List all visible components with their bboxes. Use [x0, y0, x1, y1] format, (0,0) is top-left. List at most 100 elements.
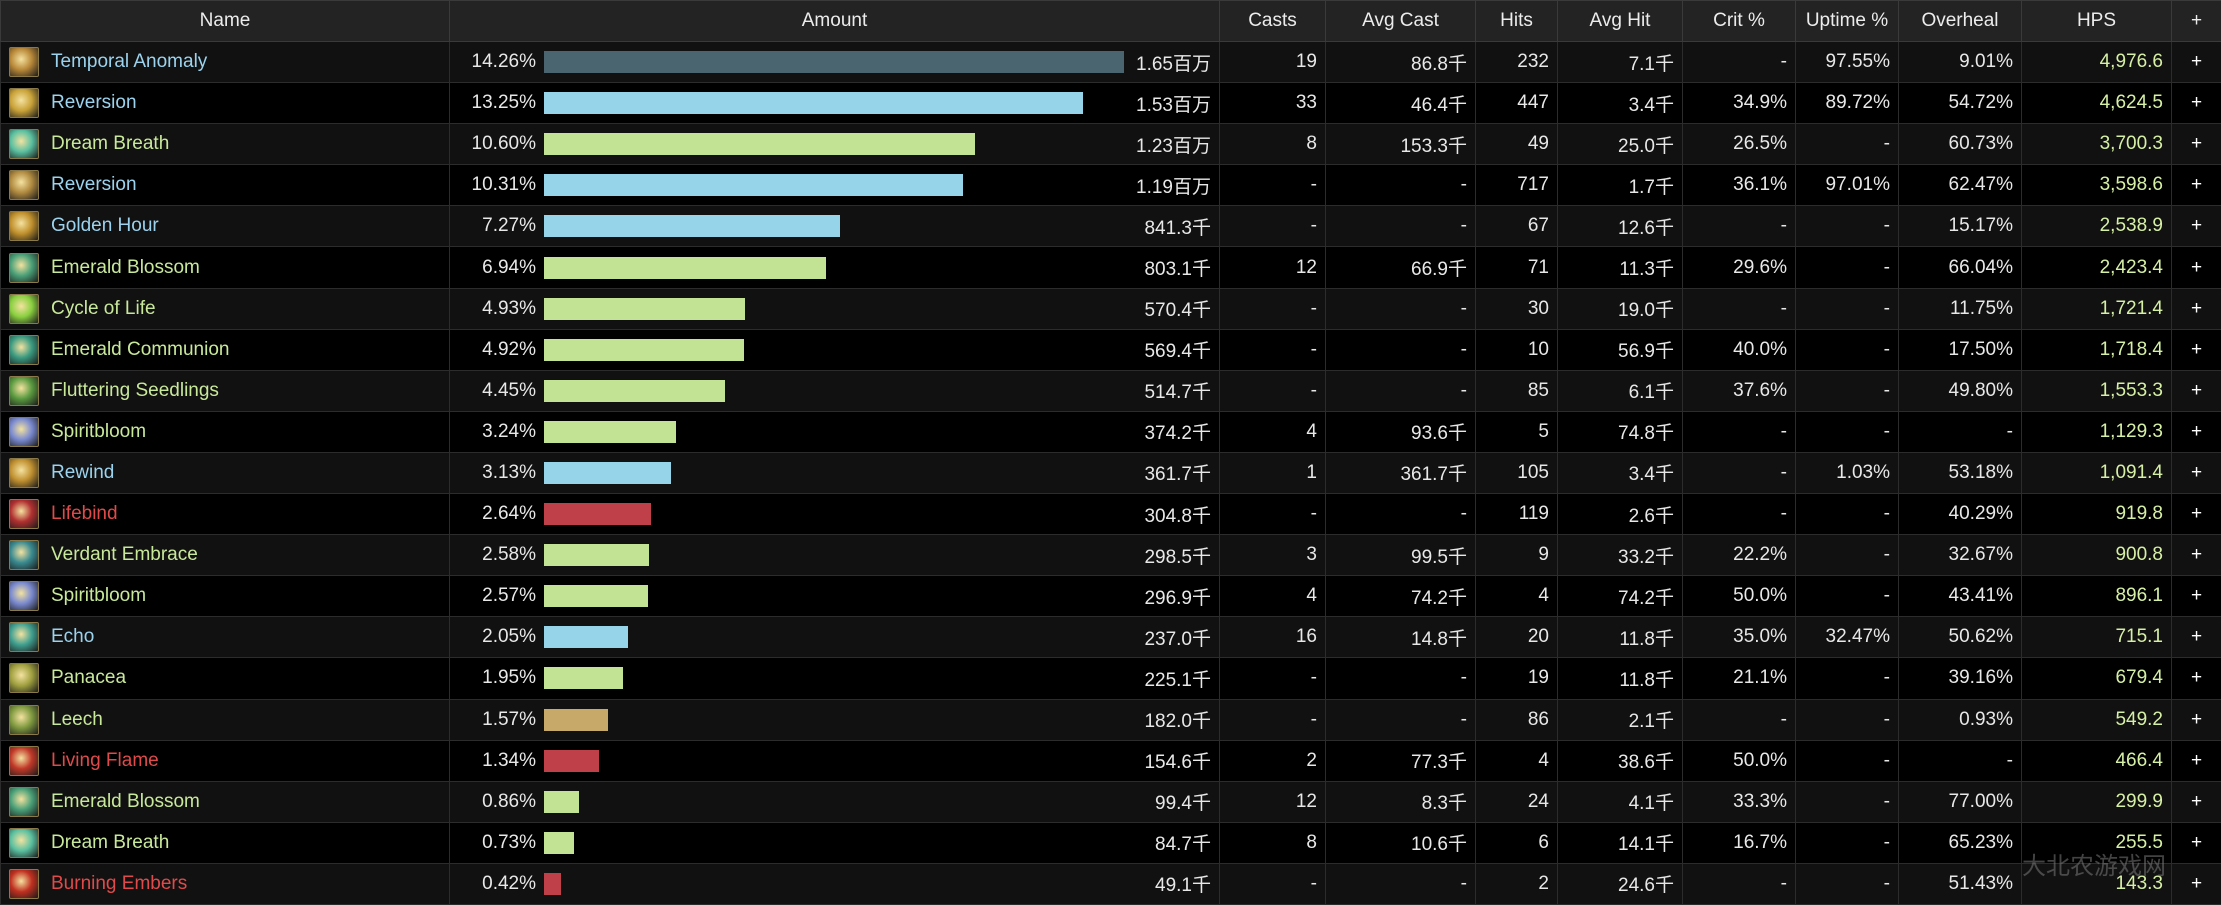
add-row-button[interactable]: + — [2172, 863, 2221, 904]
add-row-button[interactable]: + — [2172, 494, 2221, 535]
add-row-button[interactable]: + — [2172, 535, 2221, 576]
ability-name-link[interactable]: Lifebind — [51, 503, 118, 525]
col-header-hps[interactable]: HPS — [2022, 1, 2172, 42]
ability-name-link[interactable]: Dream Breath — [51, 832, 169, 854]
uptime-cell: - — [1796, 124, 1899, 165]
ability-name-link[interactable]: Echo — [51, 626, 94, 648]
col-header-amount[interactable]: Amount — [450, 1, 1220, 42]
ability-name-link[interactable]: Panacea — [51, 667, 126, 689]
hps-cell: 4,624.5 — [2022, 83, 2172, 124]
ability-name-link[interactable]: Reversion — [51, 174, 137, 196]
add-row-button[interactable]: + — [2172, 329, 2221, 370]
add-row-button[interactable]: + — [2172, 411, 2221, 452]
ability-name-cell[interactable]: Reversion — [1, 83, 450, 124]
col-header-avg-hit[interactable]: Avg Hit — [1558, 1, 1683, 42]
ability-name-cell[interactable]: Emerald Blossom — [1, 781, 450, 822]
add-row-button[interactable]: + — [2172, 822, 2221, 863]
uptime-cell: - — [1796, 329, 1899, 370]
add-row-button[interactable]: + — [2172, 699, 2221, 740]
add-row-button[interactable]: + — [2172, 781, 2221, 822]
ability-name-cell[interactable]: Leech — [1, 699, 450, 740]
ability-name-link[interactable]: Rewind — [51, 462, 114, 484]
ability-name-cell[interactable]: Spiritbloom — [1, 576, 450, 617]
ability-name-link[interactable]: Emerald Communion — [51, 339, 229, 361]
add-row-button[interactable]: + — [2172, 288, 2221, 329]
add-row-button[interactable]: + — [2172, 165, 2221, 206]
ability-name-cell[interactable]: Emerald Blossom — [1, 247, 450, 288]
col-header-uptime[interactable]: Uptime % — [1796, 1, 1899, 42]
col-header-casts[interactable]: Casts — [1220, 1, 1326, 42]
add-row-button[interactable]: + — [2172, 658, 2221, 699]
add-row-button[interactable]: + — [2172, 206, 2221, 247]
add-row-button[interactable]: + — [2172, 576, 2221, 617]
add-row-button[interactable]: + — [2172, 740, 2221, 781]
ability-name-link[interactable]: Emerald Blossom — [51, 257, 200, 279]
overheal-cell: 39.16% — [1899, 658, 2022, 699]
ability-name-cell[interactable]: Living Flame — [1, 740, 450, 781]
col-header-add[interactable]: + — [2172, 1, 2221, 42]
ability-name-link[interactable]: Spiritbloom — [51, 585, 146, 607]
add-row-button[interactable]: + — [2172, 452, 2221, 493]
ability-name-link[interactable]: Reversion — [51, 92, 137, 114]
ability-name-link[interactable]: Dream Breath — [51, 133, 169, 155]
ability-name-cell[interactable]: Golden Hour — [1, 206, 450, 247]
col-header-avg-cast[interactable]: Avg Cast — [1326, 1, 1476, 42]
add-row-button[interactable]: + — [2172, 247, 2221, 288]
ability-name-cell[interactable]: Panacea — [1, 658, 450, 699]
col-header-crit[interactable]: Crit % — [1683, 1, 1796, 42]
ability-name-cell[interactable]: Echo — [1, 617, 450, 658]
add-row-button[interactable]: + — [2172, 617, 2221, 658]
col-header-name[interactable]: Name — [1, 1, 450, 42]
ability-name-cell[interactable]: Dream Breath — [1, 124, 450, 165]
ability-name-cell[interactable]: Burning Embers — [1, 863, 450, 904]
col-header-overheal[interactable]: Overheal — [1899, 1, 2022, 42]
add-row-button[interactable]: + — [2172, 124, 2221, 165]
ability-name-link[interactable]: Living Flame — [51, 750, 159, 772]
ability-name-link[interactable]: Spiritbloom — [51, 421, 146, 443]
ability-name-link[interactable]: Burning Embers — [51, 873, 187, 895]
ability-name-link[interactable]: Fluttering Seedlings — [51, 380, 219, 402]
ability-name-cell[interactable]: Emerald Communion — [1, 329, 450, 370]
ability-name-link[interactable]: Cycle of Life — [51, 298, 156, 320]
ability-name-cell[interactable]: Reversion — [1, 165, 450, 206]
col-header-hits[interactable]: Hits — [1476, 1, 1558, 42]
add-row-button[interactable]: + — [2172, 370, 2221, 411]
add-row-button[interactable]: + — [2172, 83, 2221, 124]
ability-name-cell[interactable]: Fluttering Seedlings — [1, 370, 450, 411]
ability-name-cell[interactable]: Dream Breath — [1, 822, 450, 863]
ability-name-link[interactable]: Verdant Embrace — [51, 544, 198, 566]
ability-name-link[interactable]: Emerald Blossom — [51, 791, 200, 813]
ability-name-cell[interactable]: Spiritbloom — [1, 411, 450, 452]
ability-name-cell[interactable]: Cycle of Life — [1, 288, 450, 329]
ability-name-cell[interactable]: Lifebind — [1, 494, 450, 535]
ability-name-cell[interactable]: Temporal Anomaly — [1, 42, 450, 83]
add-row-button[interactable]: + — [2172, 42, 2221, 83]
ability-name-link[interactable]: Temporal Anomaly — [51, 51, 207, 73]
ability-name-link[interactable]: Golden Hour — [51, 215, 159, 237]
ability-name-link[interactable]: Leech — [51, 709, 103, 731]
ability-name-cell[interactable]: Rewind — [1, 452, 450, 493]
ability-name-cell[interactable]: Verdant Embrace — [1, 535, 450, 576]
uptime-cell: - — [1796, 699, 1899, 740]
